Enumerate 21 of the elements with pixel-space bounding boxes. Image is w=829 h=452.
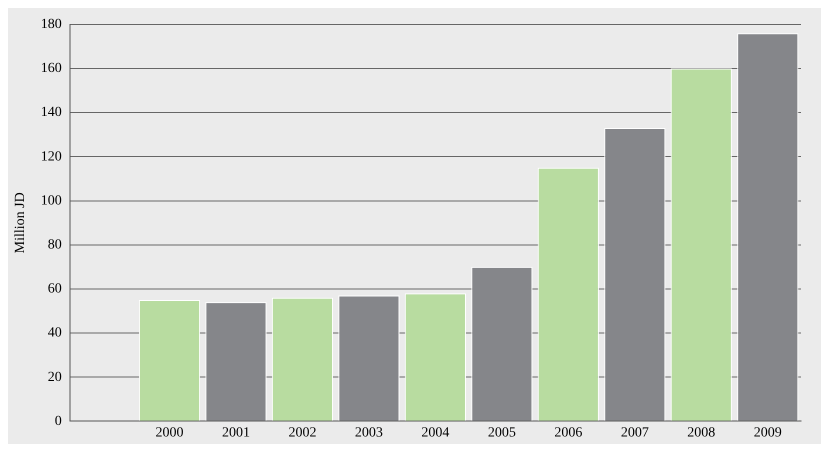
y-tick-label: 40 bbox=[48, 326, 62, 341]
x-tick-label: 2003 bbox=[354, 425, 383, 440]
x-tick-label: 2005 bbox=[488, 425, 516, 440]
x-tick-label: 2000 bbox=[156, 425, 184, 440]
x-tick-label: 2006 bbox=[554, 425, 582, 440]
x-tick-label: 2001 bbox=[222, 425, 250, 440]
y-tick-label: 20 bbox=[48, 370, 62, 385]
x-tick-label: 2009 bbox=[754, 425, 782, 440]
y-tick-label: 140 bbox=[40, 105, 62, 120]
y-tick-label: 60 bbox=[48, 282, 62, 297]
x-tick-label: 2008 bbox=[687, 425, 716, 440]
y-tick-label: 160 bbox=[40, 61, 62, 76]
y-axis-title: Million JD bbox=[13, 192, 28, 254]
y-tick-label: 80 bbox=[48, 238, 62, 253]
y-tick-label: 180 bbox=[40, 17, 62, 32]
y-tick-label: 0 bbox=[54, 414, 62, 429]
x-tick-label: 2007 bbox=[620, 425, 649, 440]
x-tick-label: 2002 bbox=[288, 425, 316, 440]
y-tick-label: 120 bbox=[40, 149, 62, 164]
x-tick-label: 2004 bbox=[421, 425, 450, 440]
y-tick-label: 100 bbox=[40, 193, 62, 208]
